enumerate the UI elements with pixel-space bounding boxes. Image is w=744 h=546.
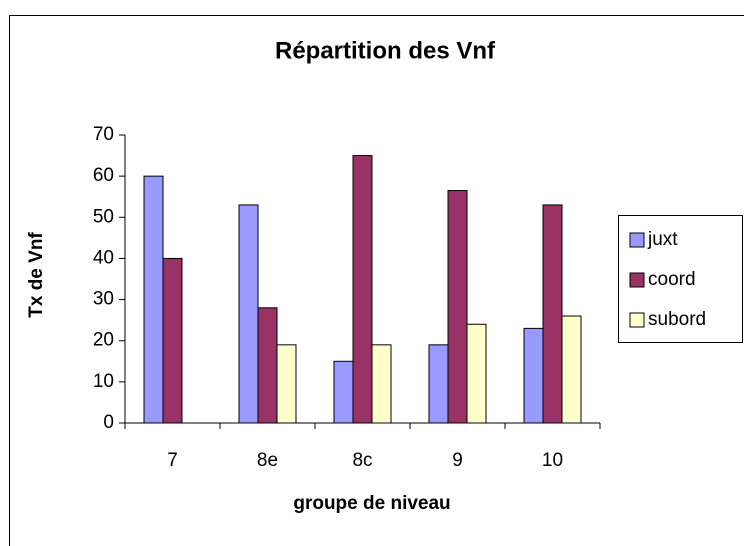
x-tick-label: 8c [352, 450, 372, 471]
bar [466, 323, 487, 424]
y-tick-label: 50 [93, 206, 114, 227]
bar [257, 307, 278, 424]
legend-label: subord [648, 309, 706, 330]
y-tick-label: 0 [103, 412, 114, 433]
y-tick-label: 10 [93, 371, 114, 392]
legend-swatch [629, 232, 645, 248]
bar [447, 190, 468, 424]
x-tick-label: 7 [167, 450, 178, 471]
y-tick-label: 70 [93, 124, 114, 145]
bar [428, 344, 449, 424]
bar [276, 344, 297, 424]
y-tick-label: 30 [93, 289, 114, 310]
legend-label: coord [648, 269, 696, 290]
bar [371, 344, 392, 424]
y-tick-label: 40 [93, 247, 114, 268]
bar [561, 315, 582, 424]
bar [523, 327, 544, 424]
x-axis-label: groupe de niveau [293, 493, 450, 514]
bar [542, 204, 563, 424]
legend-swatch [629, 272, 645, 288]
y-axis-label: Tx de Vnf [26, 232, 47, 318]
y-tick-label: 20 [93, 330, 114, 351]
x-tick-label: 10 [542, 450, 563, 471]
bar [238, 204, 259, 424]
bar [143, 175, 164, 424]
bar [333, 360, 354, 424]
x-tick-label: 9 [452, 450, 463, 471]
x-tick-label: 8e [257, 450, 278, 471]
bar [162, 257, 183, 424]
legend-label: juxt [647, 229, 678, 250]
legend-swatch [629, 312, 645, 328]
chart-title: Répartition des Vnf [275, 37, 496, 64]
bar [352, 155, 373, 424]
y-tick-label: 60 [93, 165, 114, 186]
